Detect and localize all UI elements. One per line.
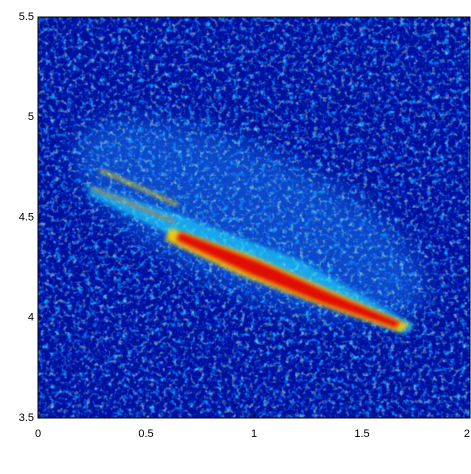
- x-tick-label: 2: [464, 428, 470, 440]
- x-tick-label: 1.5: [354, 428, 369, 440]
- y-tick-label: 4.5: [19, 211, 34, 223]
- x-tick-label: 0: [35, 428, 41, 440]
- y-tick-label: 4: [28, 312, 34, 324]
- y-tick-label: 3.5: [19, 412, 34, 424]
- heatmap-image: [38, 17, 470, 418]
- x-tick-label: 1: [251, 428, 257, 440]
- y-tick-label: 5: [28, 111, 34, 123]
- y-tick-label: 5.5: [19, 11, 34, 23]
- x-tick-label: 0.5: [138, 428, 153, 440]
